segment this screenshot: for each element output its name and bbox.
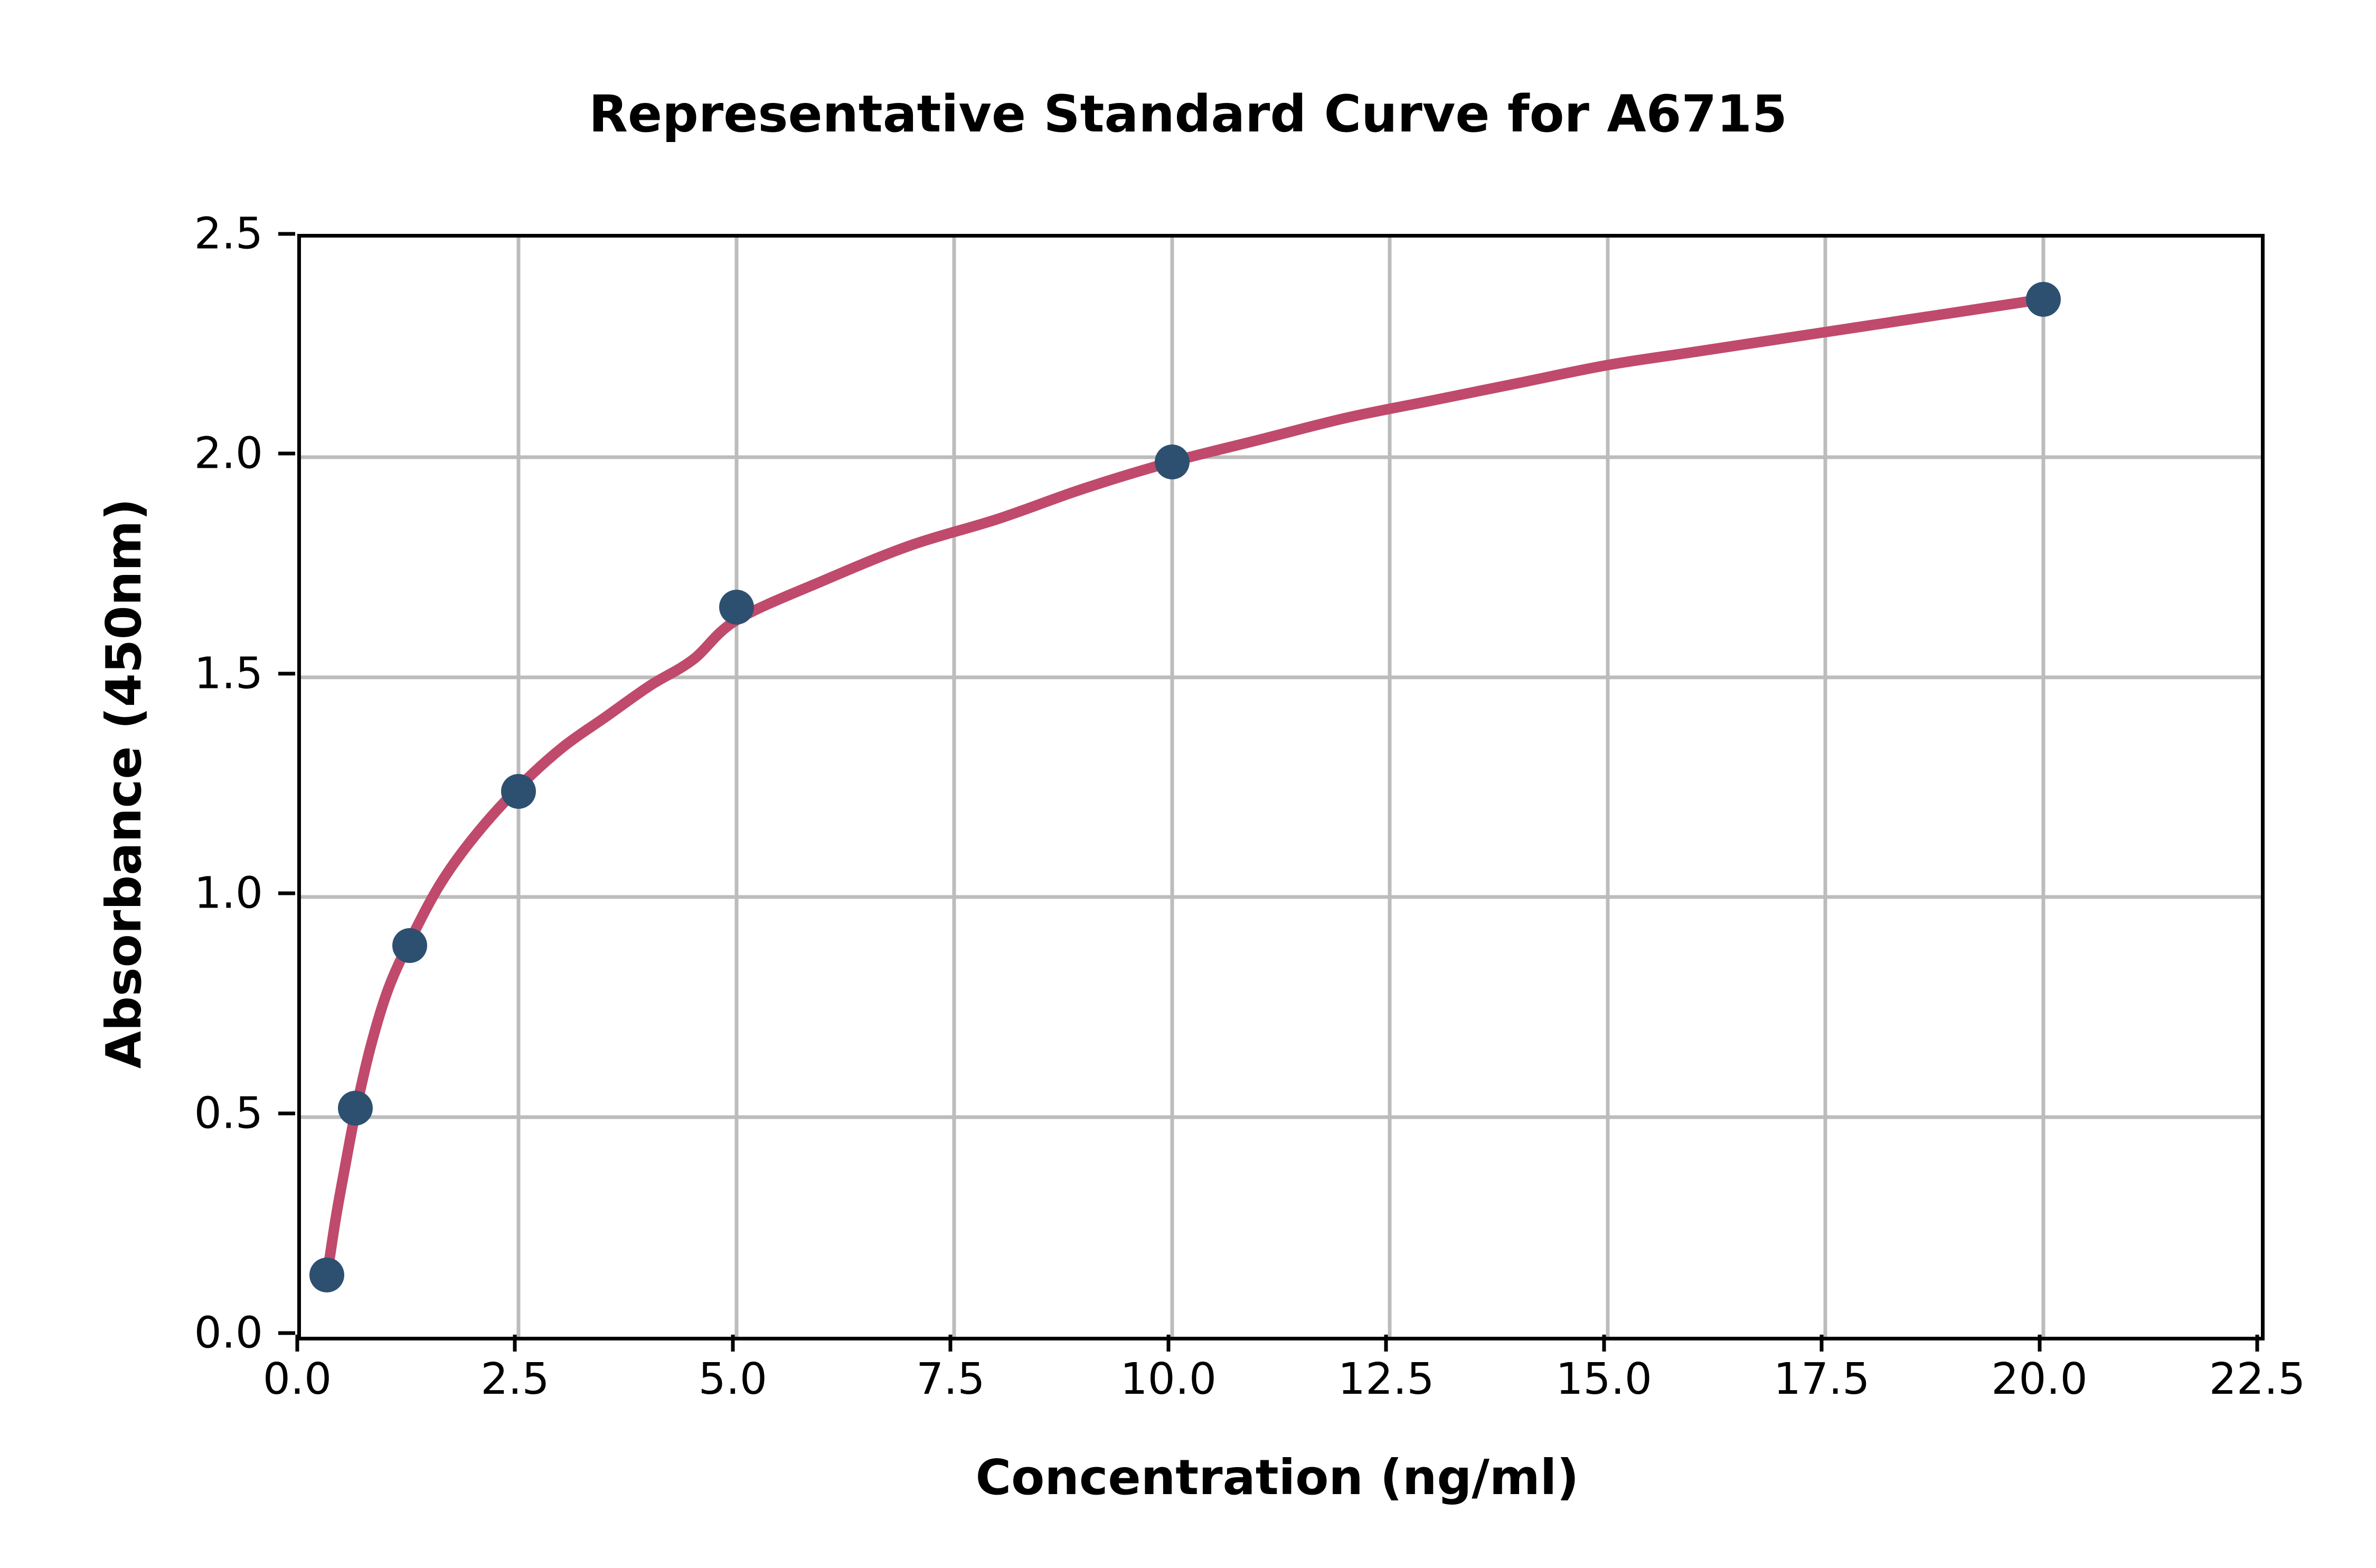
- y-tick-mark: [278, 232, 295, 236]
- x-tick-mark: [1602, 1335, 1606, 1352]
- data-point-marker: [309, 1258, 345, 1293]
- x-tick-mark: [948, 1335, 953, 1352]
- x-gridline: [952, 238, 956, 1337]
- x-tick-label: 2.5: [480, 1354, 550, 1404]
- x-tick-label: 5.0: [698, 1354, 768, 1404]
- y-gridline: [301, 675, 2261, 679]
- x-tick-label: 7.5: [916, 1354, 985, 1404]
- y-tick-mark: [278, 891, 295, 895]
- x-tick-mark: [2255, 1335, 2259, 1352]
- x-tick-label: 0.0: [262, 1354, 332, 1404]
- data-point-marker: [2025, 281, 2061, 317]
- x-tick-mark: [731, 1335, 735, 1352]
- plot-inner: [301, 238, 2261, 1337]
- y-tick-mark: [278, 451, 295, 456]
- x-gridline: [1823, 238, 1827, 1337]
- data-point-marker: [501, 774, 536, 809]
- y-tick-mark: [278, 1331, 295, 1335]
- x-tick-label: 22.5: [2209, 1354, 2306, 1404]
- fit-curve-layer: [322, 294, 2049, 1281]
- page-title: Representative Standard Curve for A6715: [589, 84, 1787, 144]
- x-tick-label: 12.5: [1337, 1354, 1435, 1404]
- x-tick-label: 10.0: [1120, 1354, 1217, 1404]
- data-point-marker: [1154, 444, 1190, 479]
- x-gridline: [734, 238, 739, 1337]
- data-point-marker: [338, 1090, 373, 1126]
- x-tick-mark: [2038, 1335, 2042, 1352]
- fit-curve: [322, 294, 2049, 1281]
- x-gridline: [1170, 238, 1174, 1337]
- x-tick-mark: [1819, 1335, 1824, 1352]
- y-axis-label: Absorbance (450nm): [96, 498, 152, 1069]
- x-gridline: [2041, 238, 2045, 1337]
- y-gridline: [301, 895, 2261, 899]
- x-gridline: [1606, 238, 1610, 1337]
- x-tick-mark: [513, 1335, 517, 1352]
- x-tick-mark: [295, 1335, 299, 1352]
- x-tick-mark: [1384, 1335, 1388, 1352]
- x-tick-label: 17.5: [1773, 1354, 1870, 1404]
- x-tick-mark: [1166, 1335, 1171, 1352]
- y-tick-mark: [278, 672, 295, 676]
- x-axis-label: Concentration (ng/ml): [975, 1449, 1579, 1506]
- y-tick-mark: [278, 1111, 295, 1116]
- x-gridline: [1388, 238, 1392, 1337]
- plot-area: [297, 234, 2265, 1340]
- data-point-marker: [719, 589, 754, 625]
- y-gridline: [301, 455, 2261, 459]
- data-point-marker: [392, 928, 428, 963]
- x-tick-label: 20.0: [1991, 1354, 2088, 1404]
- x-tick-label: 15.0: [1555, 1354, 1652, 1404]
- y-gridline: [301, 1115, 2261, 1119]
